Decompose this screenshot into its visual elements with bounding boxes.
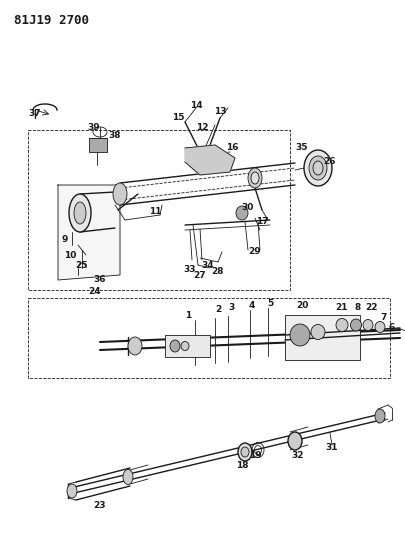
Ellipse shape	[287, 432, 301, 450]
Bar	[164, 335, 209, 357]
Text: 27: 27	[193, 271, 206, 279]
Ellipse shape	[128, 337, 142, 355]
Ellipse shape	[374, 321, 384, 333]
Text: 39: 39	[87, 123, 100, 132]
Text: 6: 6	[388, 324, 394, 333]
Text: 10: 10	[64, 251, 76, 260]
Ellipse shape	[250, 172, 258, 184]
Ellipse shape	[74, 202, 86, 224]
Text: 13: 13	[213, 108, 226, 117]
Text: 21: 21	[335, 303, 347, 312]
Text: 5: 5	[266, 298, 273, 308]
Text: 9: 9	[62, 236, 68, 245]
Ellipse shape	[237, 443, 252, 461]
Ellipse shape	[181, 342, 189, 351]
Ellipse shape	[374, 409, 384, 423]
Ellipse shape	[362, 319, 372, 330]
Polygon shape	[185, 145, 234, 175]
Ellipse shape	[123, 470, 133, 484]
Text: 24: 24	[88, 287, 101, 296]
Ellipse shape	[289, 324, 309, 346]
Ellipse shape	[235, 206, 247, 220]
Text: 19: 19	[248, 450, 261, 459]
Text: 17: 17	[255, 217, 268, 227]
Text: 38: 38	[109, 131, 121, 140]
Ellipse shape	[241, 447, 248, 457]
Text: 32: 32	[291, 450, 303, 459]
Text: 34: 34	[201, 261, 214, 270]
Text: 15: 15	[171, 114, 184, 123]
Text: 37: 37	[29, 109, 41, 117]
Ellipse shape	[350, 319, 360, 331]
Text: 23: 23	[94, 500, 106, 510]
Text: 81J19 2700: 81J19 2700	[14, 14, 89, 27]
Polygon shape	[58, 185, 120, 280]
Ellipse shape	[170, 340, 179, 352]
Text: 36: 36	[94, 276, 106, 285]
Text: 2: 2	[214, 305, 221, 314]
Text: 12: 12	[195, 124, 208, 133]
Text: 18: 18	[235, 461, 247, 470]
Text: 4: 4	[248, 301, 255, 310]
Text: 7: 7	[380, 313, 386, 322]
Text: 16: 16	[225, 143, 238, 152]
Text: 3: 3	[228, 303, 234, 312]
Text: 35: 35	[295, 143, 307, 152]
Ellipse shape	[310, 325, 324, 340]
Text: 29: 29	[248, 247, 261, 256]
Text: 26: 26	[323, 157, 335, 166]
Text: 20: 20	[295, 301, 307, 310]
Text: 1: 1	[184, 311, 191, 319]
Text: 25: 25	[76, 261, 88, 270]
Ellipse shape	[312, 161, 322, 175]
Text: 22: 22	[365, 303, 377, 312]
Ellipse shape	[308, 156, 326, 180]
Bar	[284, 315, 359, 360]
Ellipse shape	[335, 319, 347, 332]
Text: 14: 14	[189, 101, 202, 109]
Ellipse shape	[113, 183, 127, 205]
Bar	[89, 138, 107, 152]
Text: 30: 30	[241, 204, 254, 213]
Text: 8: 8	[354, 303, 360, 312]
Ellipse shape	[247, 168, 261, 188]
Ellipse shape	[69, 194, 91, 232]
Ellipse shape	[67, 484, 77, 498]
Ellipse shape	[303, 150, 331, 186]
Text: 11: 11	[148, 207, 161, 216]
Text: 28: 28	[211, 268, 224, 277]
Text: 31: 31	[325, 443, 337, 453]
Text: 33: 33	[183, 265, 196, 274]
